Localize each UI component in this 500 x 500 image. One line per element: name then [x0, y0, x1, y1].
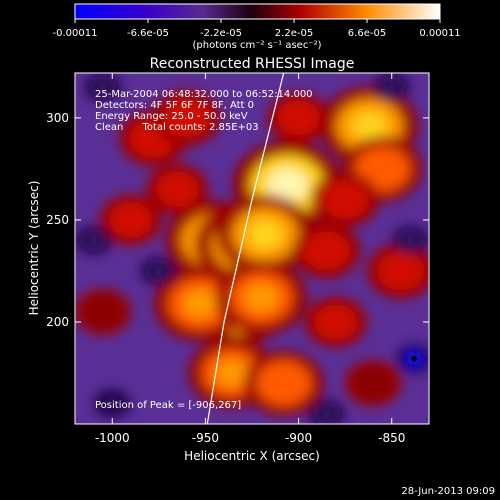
hot-spot-core — [119, 210, 143, 230]
x-tick-label: -900 — [285, 431, 312, 445]
cold-spot-core — [382, 80, 401, 95]
hot-spot-core — [332, 188, 358, 211]
hot-spot-core — [174, 107, 200, 129]
annotation-energy: Energy Range: 25.0 - 50.0 keV — [95, 111, 248, 122]
hot-spot-core — [165, 179, 190, 200]
hot-spot-core — [286, 108, 311, 128]
cold-spot-core — [317, 406, 336, 421]
hot-spot-core — [268, 370, 299, 396]
hot-spot-core — [215, 359, 248, 387]
plot-frame — [74, 72, 430, 425]
x-tick-label: -950 — [192, 431, 219, 445]
colorbar-tick-label: -2.2e-05 — [200, 28, 242, 39]
y-tick-label: 300 — [46, 111, 69, 125]
hot-spot-core — [267, 168, 308, 203]
x-tick-label: -1000 — [95, 431, 130, 445]
colorbar-units: (photons cm⁻² s⁻¹ asec⁻²) — [192, 40, 321, 51]
x-axis-ticks: -1000 -950 -900 -850 — [95, 73, 405, 445]
colorbar-gradient — [74, 3, 441, 20]
x-tick-label: -850 — [378, 431, 405, 445]
hot-spot-core — [324, 312, 348, 332]
cold-spot-core — [84, 233, 103, 248]
hot-spot-core — [244, 283, 279, 312]
colorbar-tick-label: 0.00011 — [419, 28, 460, 39]
hot-spot-core — [388, 260, 414, 282]
colorbar-ticks: -0.00011 -6.6e-05 -2.2e-05 2.2e-05 6.6e-05 0.… — [53, 19, 461, 39]
colorbar-tick-label: 6.6e-05 — [348, 28, 386, 39]
hot-spot-core — [351, 110, 388, 142]
hot-spot-core — [246, 219, 284, 250]
y-axis-label: Heliocentric Y (arcsec) — [27, 181, 41, 316]
colorbar: -0.00011 -6.6e-05 -2.2e-05 2.2e-05 6.6e-05 0.… — [53, 3, 461, 51]
cold-spot-core — [401, 233, 420, 248]
colorbar-tick-label: -0.00011 — [53, 28, 98, 39]
y-axis-ticks: 200 250 300 — [46, 111, 429, 329]
peak-marker — [411, 356, 417, 362]
annotation-detectors: Detectors: 4F 5F 6F 7F 8F, Att 0 — [95, 100, 254, 111]
hot-spot-core — [182, 289, 217, 318]
cold-spot-core — [149, 263, 168, 278]
chart-title: Reconstructed RHESSI Image — [150, 56, 355, 72]
cold-spot-core — [103, 396, 122, 411]
hot-spot-core — [367, 156, 398, 182]
hot-spot-core — [362, 374, 384, 393]
colorbar-tick-label: -6.6e-05 — [127, 28, 169, 39]
footer-date: 28-Jun-2013 09:09 — [401, 486, 495, 497]
plot-area: -1000 -950 -900 -850 200 250 300 25-Mar-2004 … — [46, 72, 430, 445]
hot-spot-core — [313, 239, 340, 262]
cold-spot-core — [93, 80, 112, 95]
limb-line — [206, 73, 285, 424]
peak-label: Position of Peak = [-906,267] — [95, 400, 241, 411]
y-tick-label: 250 — [46, 213, 69, 227]
hot-spot-core — [92, 302, 114, 321]
annotation-time: 25-Mar-2004 06:48:32.000 to 06:52:14.000 — [95, 89, 313, 100]
x-axis-label: Heliocentric X (arcsec) — [184, 449, 320, 463]
colorbar-tick-label: 2.2e-05 — [275, 28, 313, 39]
annotation-counts: Clean Total counts: 2.85E+03 — [95, 122, 259, 133]
y-tick-label: 200 — [46, 315, 69, 329]
